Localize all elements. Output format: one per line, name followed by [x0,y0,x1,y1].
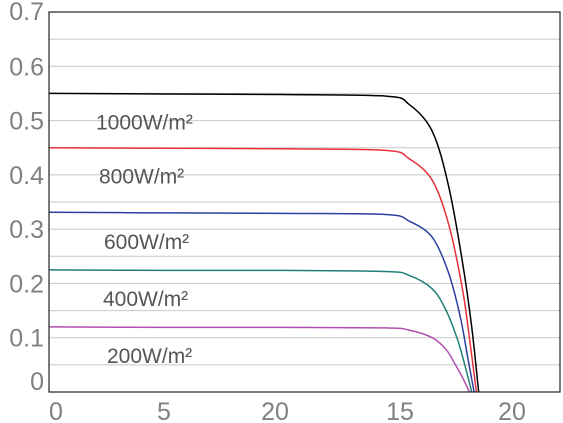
series-line-2 [48,211,475,393]
y-tick-label: 0.6 [9,53,44,81]
y-tick-label: 0.3 [9,216,44,244]
series-curves [48,92,480,393]
series-line-1 [48,146,478,393]
series-label: 400W/m² [103,288,188,311]
series-line-4 [48,326,471,393]
y-tick-label: 0.5 [9,108,44,136]
y-tick-label: 0.2 [9,270,44,298]
y-tick-label: 0 [30,368,44,396]
plot-area-frame [48,11,561,393]
series-line-3 [48,269,473,393]
y-tick-label: 0.4 [9,162,44,190]
series-label: 200W/m² [107,345,192,368]
grid-lines [49,38,560,366]
series-labels: 1000W/m² 800W/m² 600W/m² 400W/m² 200W/m² [96,111,193,367]
x-tick-label: 15 [386,398,414,423]
series-label: 1000W/m² [96,111,193,134]
series-label: 600W/m² [104,231,189,254]
x-axis-tick-labels: 0 5 20 15 20 [49,398,526,423]
series-label: 800W/m² [99,166,184,189]
y-tick-label: 0.7 [9,0,44,26]
x-tick-label: 5 [157,398,171,423]
y-axis-tick-labels: 0 0.1 0.2 0.3 0.4 0.5 0.6 0.7 [9,0,44,396]
y-tick-label: 0.1 [9,325,44,353]
x-tick-label: 20 [261,398,289,423]
x-tick-label: 20 [498,398,526,423]
series-line-0 [48,92,480,393]
x-tick-label: 0 [49,398,63,423]
